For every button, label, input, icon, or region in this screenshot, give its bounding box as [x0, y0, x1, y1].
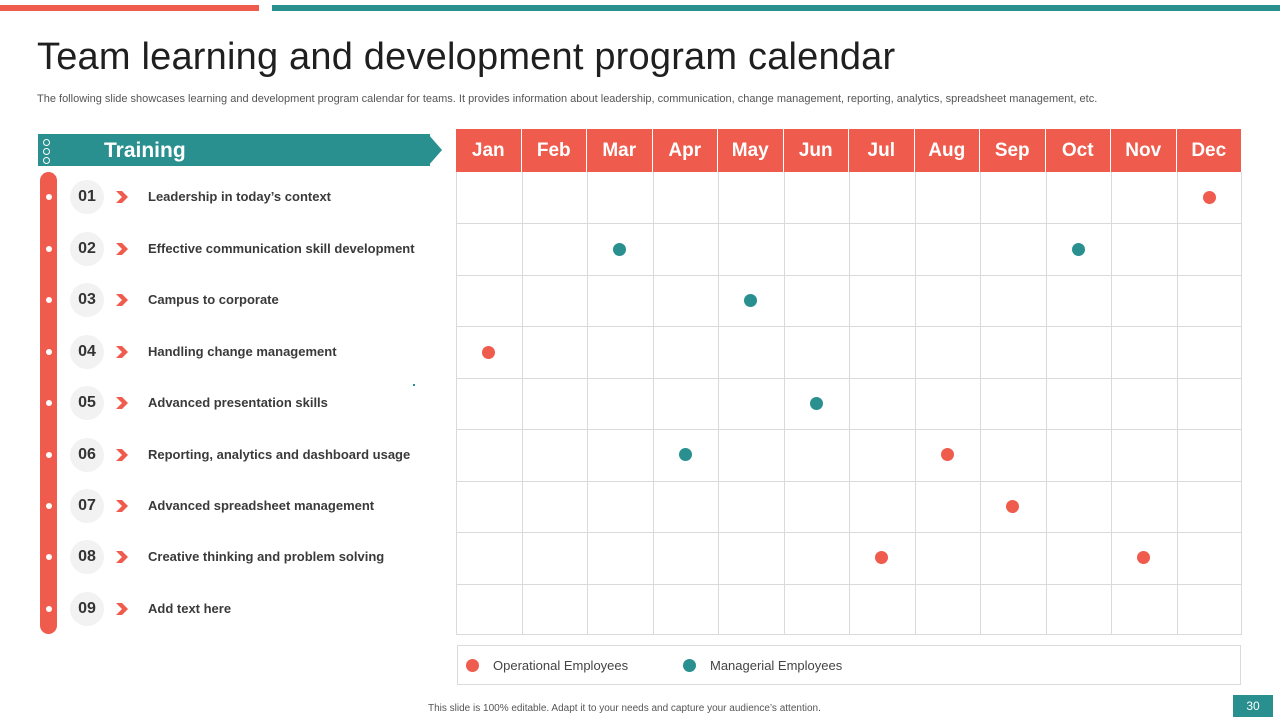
timeline-dot-icon [46, 400, 52, 406]
training-item-label: Effective communication skill developmen… [148, 241, 415, 256]
schedule-dot-operational [875, 551, 889, 565]
grid-row-line [456, 326, 1242, 328]
schedule-dot-managerial [809, 397, 823, 410]
top-accent-bar-teal [272, 5, 1280, 11]
month-header-sep: Sep [980, 129, 1046, 172]
legend-operational-label: Operational Employees [493, 658, 629, 673]
training-number-badge: 09 [70, 592, 104, 626]
grid-column-line [783, 172, 785, 635]
training-header-arrow-icon [428, 134, 442, 166]
grid-row-line [456, 274, 1242, 276]
timeline-dot-icon [46, 246, 52, 252]
grid-row-line [456, 223, 1242, 225]
training-item-label: Advanced presentation skills [148, 395, 328, 410]
month-header-dec: Dec [1176, 129, 1242, 172]
training-header-dots-icon [43, 139, 50, 166]
month-header-jun: Jun [783, 129, 849, 172]
schedule-dot-managerial [613, 242, 627, 256]
grid-row-line [456, 429, 1242, 431]
training-number-badge: 05 [70, 386, 104, 420]
training-number-badge: 01 [70, 180, 104, 214]
timeline-dot-icon [46, 503, 52, 509]
legend-managerial-label: Managerial Employees [710, 658, 843, 673]
footer-note: This slide is 100% editable. Adapt it to… [428, 703, 821, 714]
month-header-apr: Apr [652, 129, 718, 172]
chevron-right-icon [116, 243, 128, 255]
grid-column-line [1241, 172, 1242, 635]
month-header-aug: Aug [914, 129, 980, 172]
schedule-dot-managerial [744, 294, 758, 308]
grid-column-line [456, 172, 457, 635]
month-header-mar: Mar [587, 129, 653, 172]
training-number-badge: 07 [70, 489, 104, 523]
timeline-dot-icon [46, 349, 52, 355]
schedule-dot-operational [1137, 551, 1151, 565]
training-number-badge: 04 [70, 335, 104, 369]
slide-subtitle: The following slide showcases learning a… [37, 93, 1098, 105]
schedule-dot-operational [1006, 499, 1020, 513]
chevron-right-icon [116, 397, 128, 409]
schedule-dot-managerial [1071, 242, 1085, 256]
grid-row-line [456, 532, 1242, 534]
training-header-label: Training [104, 139, 186, 162]
decorative-dot [413, 384, 415, 386]
chevron-right-icon [116, 500, 128, 512]
chevron-right-icon [116, 294, 128, 306]
training-item-label: Handling change management [148, 344, 337, 359]
schedule-dot-managerial [678, 448, 692, 462]
month-header-may: May [718, 129, 784, 172]
grid-column-line [1176, 172, 1178, 635]
timeline-dot-icon [46, 606, 52, 612]
training-header [38, 134, 430, 166]
legend-managerial-dot-icon [683, 659, 696, 672]
month-header-feb: Feb [521, 129, 587, 172]
training-number-badge: 02 [70, 232, 104, 266]
grid-column-line [587, 172, 588, 635]
chevron-right-icon [116, 603, 128, 615]
training-item-label: Creative thinking and problem solving [148, 549, 385, 564]
training-number-badge: 06 [70, 438, 104, 472]
grid-column-line [1045, 172, 1047, 635]
chevron-right-icon [116, 449, 128, 461]
timeline-dot-icon [46, 554, 52, 560]
grid-column-line [1111, 172, 1112, 635]
timeline-dot-icon [46, 297, 52, 303]
grid-column-line [980, 172, 981, 635]
grid-row-line [456, 480, 1242, 482]
grid-column-line [914, 172, 916, 635]
training-number-badge: 08 [70, 540, 104, 574]
schedule-dot-operational [1202, 191, 1216, 205]
legend-operational-dot-icon [466, 659, 479, 672]
chevron-right-icon [116, 551, 128, 563]
month-header-oct: Oct [1045, 129, 1111, 172]
timeline-dot-icon [46, 194, 52, 200]
training-item-label: Reporting, analytics and dashboard usage [148, 447, 411, 462]
grid-row-line [456, 583, 1242, 585]
timeline-dot-icon [46, 452, 52, 458]
slide-title: Team learning and development program ca… [37, 36, 896, 78]
training-item-label: Advanced spreadsheet management [148, 498, 375, 513]
month-header-jul: Jul [849, 129, 915, 172]
training-item-label: Add text here [148, 601, 232, 616]
grid-column-line [652, 172, 654, 635]
calendar-grid: Jan Feb Mar Apr May Jun Jul Aug Sep Oct Nov Dec [456, 129, 1242, 635]
month-header-jan: Jan [456, 129, 522, 172]
grid-row-line [456, 634, 1242, 635]
grid-column-line [718, 172, 719, 635]
page-number: 30 [1233, 695, 1273, 717]
training-item-label: Campus to corporate [148, 292, 279, 307]
grid-row-line [456, 377, 1242, 379]
top-accent-bar-red [0, 5, 259, 11]
chevron-right-icon [116, 191, 128, 203]
grid-column-line [521, 172, 523, 635]
month-header-nov: Nov [1111, 129, 1177, 172]
chevron-right-icon [116, 346, 128, 358]
legend-box [457, 645, 1241, 685]
schedule-dot-operational [482, 345, 496, 359]
training-number-badge: 03 [70, 283, 104, 317]
schedule-dot-operational [940, 448, 954, 462]
training-item-label: Leadership in today’s context [148, 189, 332, 204]
grid-column-line [849, 172, 850, 635]
